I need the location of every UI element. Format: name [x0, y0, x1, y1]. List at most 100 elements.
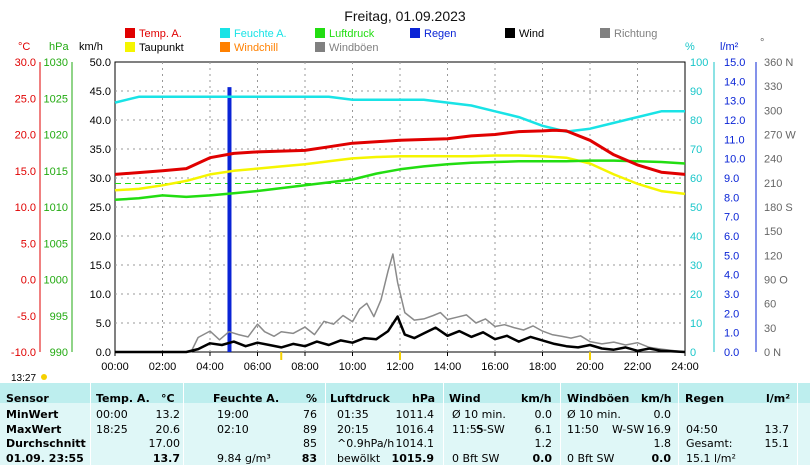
table-cell: bewölkt — [337, 451, 381, 465]
rain-unit-label: l/m² — [720, 41, 739, 53]
y-tick-label-temp: 0.0 — [21, 275, 36, 287]
table-cell: W-SW — [612, 422, 645, 436]
table-cell: 9.84 g/m³ — [217, 451, 271, 465]
y-tick-label-hum: 50 — [690, 202, 702, 214]
header-temp: Temp. A. — [96, 392, 150, 405]
y-tick-label-rain: 12.0 — [724, 115, 745, 127]
legend-swatch — [505, 28, 515, 38]
y-tick-label-press: 995 — [50, 311, 68, 323]
table-divider — [325, 383, 326, 465]
y-tick-label-press: 1005 — [44, 238, 68, 250]
summary-table: Sensor Temp. A. °C Feuchte A. % Luftdruc… — [0, 383, 810, 465]
y-tick-label-rain: 2.0 — [724, 308, 739, 320]
header-wind-unit: km/h — [521, 392, 552, 405]
y-tick-label-dir: 300 — [764, 105, 782, 117]
table-cell: 11:55 — [452, 422, 484, 436]
y-tick-label-wind: 15.0 — [90, 260, 111, 272]
y-tick-label-press: 1010 — [44, 202, 68, 214]
rain-bar — [227, 87, 232, 352]
y-tick-label-temp: -10.0 — [11, 347, 36, 359]
y-tick-label-rain: 15.0 — [724, 57, 745, 69]
x-axis: 00:00 02:00 04:00 06:00 08:00 10:00 12:00 14:00… — [101, 352, 699, 373]
legend-label: Regen — [424, 28, 456, 40]
y-tick-label-rain: 13.0 — [724, 96, 745, 108]
table-cell: ^0.9hPa/h — [337, 437, 395, 450]
series-line-wind — [115, 315, 686, 354]
y-tick-label-rain: 3.0 — [724, 289, 739, 301]
y-tick-label-hum: 40 — [690, 231, 702, 243]
x-tick-label: 14:00 — [434, 361, 462, 373]
table-cell: 0.0 — [653, 408, 672, 421]
y-tick-label-dir: 240 — [764, 154, 782, 166]
y-tick-label-temp: 20.0 — [15, 130, 36, 142]
table-cell: 1011.4 — [395, 408, 435, 421]
table-cell: 76 — [303, 408, 317, 421]
y-tick-label-temp: 5.0 — [21, 238, 36, 250]
table-divider — [797, 383, 798, 465]
y-tick-label-temp: -5.0 — [17, 311, 36, 323]
x-tick-label: 00:00 — [101, 361, 129, 373]
x-tick-label: 06:00 — [244, 361, 272, 373]
header-gust-unit: km/h — [641, 392, 672, 405]
legend-label: Windböen — [329, 42, 379, 54]
y-tick-label-rain: 9.0 — [724, 173, 739, 185]
table-cell: 13.2 — [155, 408, 181, 421]
x-tick-label: 02:00 — [149, 361, 177, 373]
y-tick-label-hum: 10 — [690, 318, 702, 330]
legend-label: Taupunkt — [139, 42, 184, 54]
y-tick-label-hum: 0 — [690, 347, 696, 359]
axis-headers: °C hPa km/h % l/m² ° — [18, 37, 764, 53]
table-cell: 6.1 — [534, 422, 553, 436]
table-cell: 1015.9 — [391, 451, 434, 465]
y-tick-label-dir: 120 — [764, 250, 782, 262]
y-tick-label-dir: 210 — [764, 178, 782, 190]
y-tick-label-hum: 70 — [690, 144, 702, 156]
sun-marker — [41, 374, 47, 380]
table-divider — [183, 383, 184, 465]
legend-swatch — [220, 42, 230, 52]
legend-swatch — [125, 28, 135, 38]
y-tick-label-rain: 10.0 — [724, 154, 745, 166]
y-tick-label-temp: 30.0 — [15, 57, 36, 69]
y-tick-label-temp: 10.0 — [15, 202, 36, 214]
y-tick-label-hum: 80 — [690, 115, 702, 127]
table-cell: 00:00 — [96, 408, 128, 421]
hum-unit-label: % — [685, 41, 695, 53]
y-tick-label-rain: 1.0 — [724, 328, 739, 340]
y-tick-label-rain: 6.0 — [724, 231, 739, 243]
x-tick-label: 08:00 — [291, 361, 319, 373]
legend-label: Richtung — [614, 28, 657, 40]
legend-label: Temp. A. — [139, 28, 182, 40]
y-tick-label-hum: 20 — [690, 289, 702, 301]
header-hum-unit: % — [306, 392, 318, 405]
y-tick-label-dir: 270 W — [764, 130, 796, 142]
x-tick-label: 10:00 — [339, 361, 367, 373]
wind-unit-label: km/h — [79, 41, 103, 53]
x-tick-label: 04:00 — [196, 361, 224, 373]
series-line-taupunkt — [114, 154, 686, 196]
legend-swatch — [315, 28, 325, 38]
header-rain-unit: l/m² — [766, 392, 791, 405]
table-cell: 15.1 — [764, 437, 790, 450]
x-tick-label: 16:00 — [481, 361, 509, 373]
series-line-luftdruck — [114, 159, 686, 202]
y-tick-label-dir: 30 — [764, 323, 776, 335]
table-divider — [678, 383, 679, 465]
table-cell: 1.8 — [653, 437, 672, 450]
y-tick-label-rain: 11.0 — [724, 134, 745, 146]
table-cell: 16.9 — [646, 422, 672, 436]
legend-swatch — [125, 42, 135, 52]
table-cell: MaxWert — [6, 422, 62, 436]
y-tick-label-press: 1015 — [44, 166, 68, 178]
table-cell: S-SW — [476, 422, 505, 436]
status-timestamp: 13:27 — [11, 373, 36, 383]
temp-unit-label: °C — [18, 41, 30, 53]
table-cell: 83 — [301, 451, 317, 465]
table-cell: 18:25 — [96, 422, 128, 436]
table-divider — [560, 383, 561, 465]
y-tick-label-dir: 90 O — [764, 275, 788, 287]
legend-label: Luftdruck — [329, 28, 375, 40]
y-tick-label-press: 1030 — [44, 57, 68, 69]
table-cell: 01.09. 23:55 — [6, 451, 84, 465]
table-cell: Gesamt: — [686, 437, 733, 450]
